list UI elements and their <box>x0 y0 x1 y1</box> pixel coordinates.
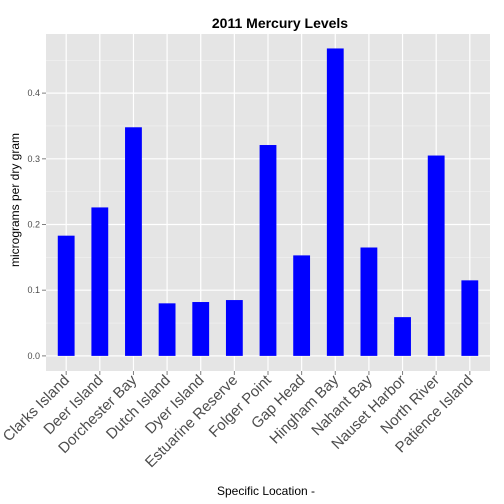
y-tick-label: 0.0 <box>27 351 40 361</box>
y-tick-label: 0.1 <box>27 285 40 295</box>
bar <box>57 235 75 356</box>
bar <box>225 300 243 356</box>
bar <box>394 317 411 356</box>
bar <box>427 155 445 356</box>
bars <box>57 48 479 356</box>
y-tick-label: 0.2 <box>27 220 40 230</box>
y-axis: 0.0 0.1 0.2 0.3 0.4 <box>27 88 46 361</box>
bar <box>158 303 176 356</box>
bar <box>293 255 311 356</box>
bar <box>326 48 344 356</box>
bar <box>360 247 378 356</box>
x-axis-label: Specific Location - <box>217 484 315 498</box>
chart-title: 2011 Mercury Levels <box>212 15 348 31</box>
y-axis-label: micrograms per dry gram <box>8 133 22 267</box>
bar <box>192 302 210 356</box>
bar <box>91 207 109 356</box>
bar <box>125 127 142 356</box>
bar <box>461 280 479 356</box>
bar <box>259 145 277 356</box>
y-tick-label: 0.3 <box>27 154 40 164</box>
y-tick-label: 0.4 <box>27 88 40 98</box>
